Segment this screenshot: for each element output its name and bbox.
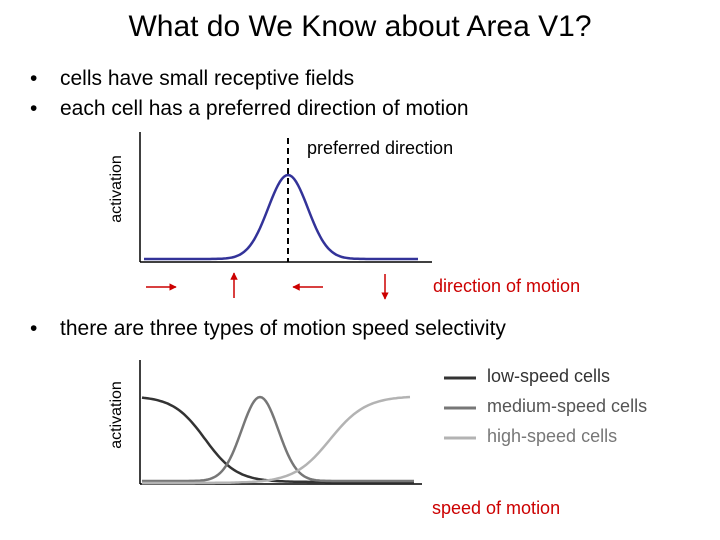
- low-speed-curve: [141, 396, 414, 484]
- direction-arrows: [146, 272, 389, 300]
- legend-label-low: low-speed cells: [487, 366, 611, 386]
- bullet-list: cells have small receptive fields each c…: [30, 64, 469, 124]
- medium-speed-curve: [142, 395, 414, 483]
- legend-label-medium: medium-speed cells: [487, 396, 648, 416]
- direction-tuning-curve: [144, 173, 418, 261]
- bullet-receptive-fields: cells have small receptive fields: [30, 64, 469, 94]
- diagram2-ylabel: activation: [108, 381, 125, 449]
- preferred-direction-label: preferred direction: [307, 138, 454, 158]
- bullet-preferred-direction: each cell has a preferred direction of m…: [30, 94, 469, 124]
- slide-title: What do We Know about Area V1?: [128, 10, 592, 43]
- high-speed-curve: [142, 395, 411, 485]
- bullet-speed-selectivity: there are three types of motion speed se…: [30, 314, 506, 344]
- legend-label-high: high-speed cells: [487, 426, 618, 446]
- speed-of-motion-label: speed of motion: [432, 498, 561, 518]
- direction-of-motion-label: direction of motion: [433, 276, 581, 296]
